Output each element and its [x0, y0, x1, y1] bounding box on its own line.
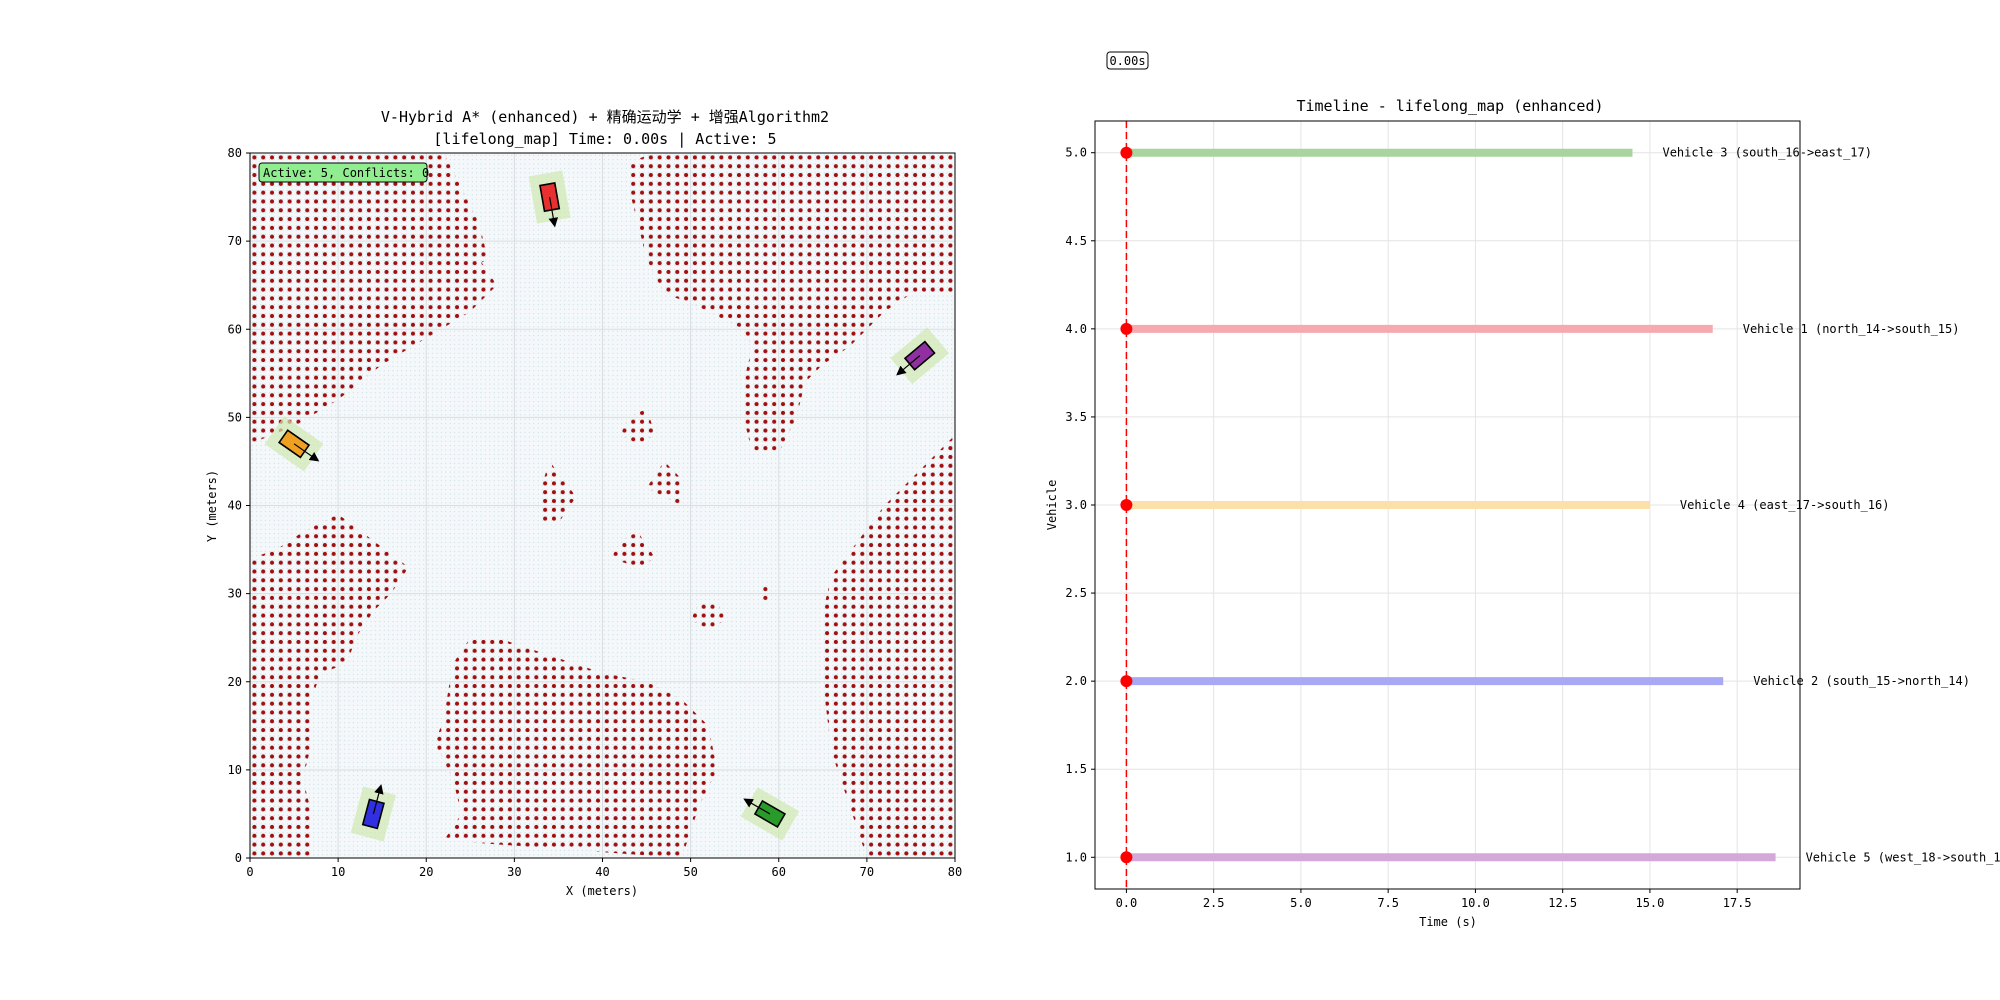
map-xtick-label: 40: [595, 865, 609, 879]
timeline-ylabel: Vehicle: [1045, 480, 1059, 531]
timeline-bar-label: Vehicle 1 (north_14->south_15): [1743, 322, 1960, 336]
vehicle-heading-arrow: [743, 798, 771, 815]
map-ylabel: Y (meters): [205, 470, 219, 542]
timeline-ytick-label: 4.5: [1065, 234, 1087, 248]
timeline-xlabel: Time (s): [1419, 915, 1477, 929]
current-time-marker: [1120, 499, 1133, 511]
timeline-ytick-label: 3.5: [1065, 410, 1087, 424]
map-chart: V-Hybrid A* (enhanced) + 精确运动学 + 增强Algor…: [205, 108, 962, 898]
timeline-chart: Timeline - lifelong_map (enhanced) Vehic…: [1045, 97, 2000, 929]
vehicle-layer: [264, 170, 950, 842]
obstacle-region-top-right: [628, 153, 955, 453]
map-ytick-label: 20: [228, 675, 242, 689]
map-chart-title: V-Hybrid A* (enhanced) + 精确运动学 + 增强Algor…: [381, 108, 829, 126]
obstacle-region-top-left: [250, 153, 497, 444]
map-xtick-label: 70: [860, 865, 874, 879]
vehicle-1: [528, 170, 571, 228]
timeline-ytick-label: 3.0: [1065, 498, 1087, 512]
map-ytick-label: 80: [228, 146, 242, 160]
timeline-ytick-label: 2.5: [1065, 586, 1087, 600]
current-time-marker: [1120, 851, 1133, 864]
timeline-ytick-label: 4.0: [1065, 322, 1087, 336]
obstacle-region-blob-f: [761, 584, 770, 603]
timeline-bar-label: Vehicle 2 (south_15->north_14): [1753, 674, 1970, 688]
timeline-bar-label: Vehicle 5 (west_18->south_15): [1806, 850, 2000, 864]
obstacle-region-bottom-center: [435, 637, 718, 858]
timeline-xtick-label: 15.0: [1635, 896, 1664, 910]
timeline-xtick-label: 17.5: [1723, 896, 1752, 910]
status-box: Active: 5, Conflicts: 0: [258, 162, 429, 183]
map-xtick-label: 60: [772, 865, 786, 879]
obstacle-region-right-strip: [822, 435, 955, 858]
vehicle-3: [740, 787, 800, 841]
timeline-xtick-label: 7.5: [1377, 896, 1399, 910]
vehicle-heading-arrow: [548, 196, 559, 228]
obstacle-region-bottom-left: [250, 514, 409, 858]
map-ytick-label: 10: [228, 763, 242, 777]
timeline-ytick-label: 2.0: [1065, 674, 1087, 688]
status-text: Active: 5, Conflicts: 0: [263, 166, 429, 180]
timeline-bar-label: Vehicle 4 (east_17->south_16): [1680, 498, 1890, 512]
obstacle-layer: [250, 153, 955, 858]
map-xlabel: X (meters): [566, 884, 638, 898]
time-badge: 0.00s: [1106, 51, 1149, 70]
timeline-bars: [1120, 121, 1776, 889]
map-ytick-label: 70: [228, 234, 242, 248]
svg-text:0.00s: 0.00s: [1109, 54, 1145, 68]
obstacle-region-blob-a: [540, 461, 577, 524]
map-ytick-label: 60: [228, 322, 242, 336]
timeline-bar-labels: Vehicle 3 (south_16->east_17) Vehicle 1 (…: [1662, 146, 2000, 865]
timeline-xtick-label: 12.5: [1548, 896, 1577, 910]
vehicle-heading-arrow: [372, 784, 384, 815]
map-ytick-label: 30: [228, 587, 242, 601]
map-ticks: 0 10 20 30 40 50 60 70 80 0 10 20 30 40 50 60 70 80: [228, 146, 963, 879]
map-xtick-label: 0: [246, 865, 253, 879]
map-ytick-label: 50: [228, 410, 242, 424]
timeline-title: Timeline - lifelong_map (enhanced): [1296, 97, 1603, 115]
obstacle-region-blob-b: [646, 461, 682, 506]
obstacle-region-blob-e: [690, 602, 726, 629]
map-xtick-label: 80: [948, 865, 962, 879]
map-ytick-label: 40: [228, 499, 242, 513]
timeline-xtick-label: 0.0: [1116, 896, 1138, 910]
timeline-ytick-label: 5.0: [1065, 146, 1087, 160]
current-time-marker: [1120, 322, 1133, 335]
map-xtick-label: 50: [683, 865, 697, 879]
obstacle-region-blob-c: [611, 531, 656, 568]
map-ytick-label: 0: [235, 851, 242, 865]
obstacle-region-blob-d: [620, 408, 656, 444]
vehicle-heading-arrow: [896, 355, 921, 376]
vehicle-4: [264, 416, 324, 472]
timeline-ytick-label: 1.5: [1065, 762, 1087, 776]
vehicle-5: [890, 327, 950, 385]
map-xtick-label: 20: [419, 865, 433, 879]
timeline-ytick-label: 1.0: [1065, 850, 1087, 864]
timeline-xtick-label: 5.0: [1290, 896, 1312, 910]
timeline-bar-label: Vehicle 3 (south_16->east_17): [1662, 146, 1872, 160]
current-time-marker: [1120, 146, 1133, 159]
map-xtick-label: 30: [507, 865, 521, 879]
vehicle-2: [350, 784, 397, 842]
timeline-xtick-label: 2.5: [1203, 896, 1225, 910]
timeline-xtick-label: 10.0: [1461, 896, 1490, 910]
timeline-ticks: 0.0 2.5 5.0 7.5 10.0 12.5 15.0 17.5 1.0 1.5 2.0 2.5…: [1065, 146, 1751, 910]
current-time-marker: [1120, 675, 1133, 688]
vehicle-heading-arrow: [293, 443, 320, 462]
map-xtick-label: 10: [331, 865, 345, 879]
map-chart-subtitle: [lifelong_map] Time: 0.00s | Active: 5: [433, 130, 776, 148]
